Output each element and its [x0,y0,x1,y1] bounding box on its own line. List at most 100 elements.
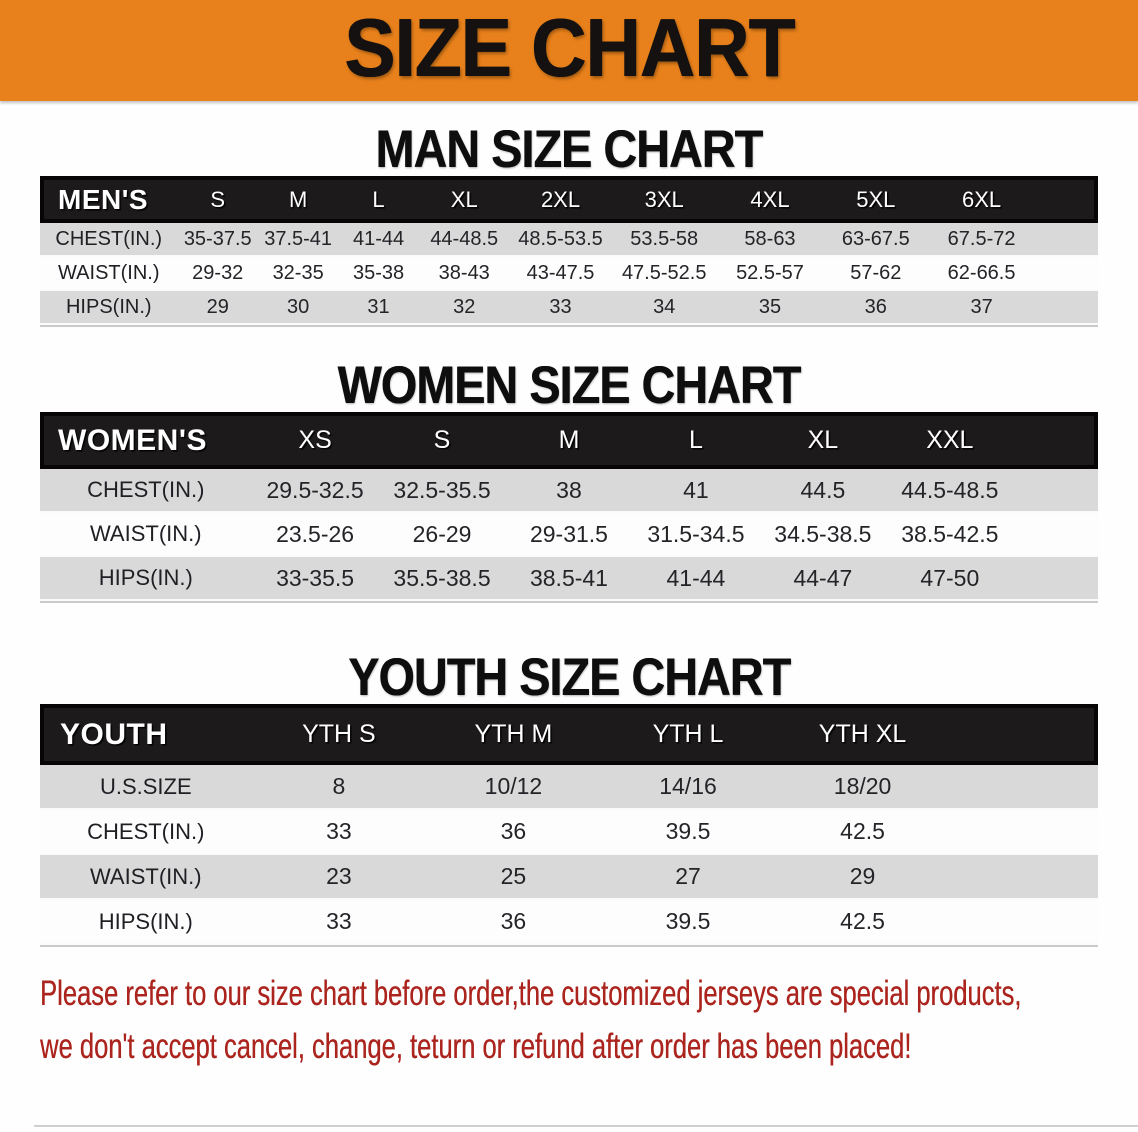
size-column-header: YTH L [600,704,776,765]
measurement-value-cell: 43-47.5 [509,257,612,291]
size-column-header: 5XL [822,176,929,223]
size-column-header: 6XL [928,176,1035,223]
size-column-header: XS [251,412,379,469]
row-spacer [949,900,1098,945]
size-column-header: M [257,176,339,223]
measurement-value-cell: 41-44 [338,223,419,257]
measurement-row-label: CHEST(IN.) [40,469,252,513]
measurement-value-cell: 38-43 [418,257,510,291]
measurement-value-cell: 33 [509,291,612,325]
measurement-row-label: U.S.SIZE [40,765,252,810]
measurement-value-cell: 14/16 [600,765,776,810]
measurement-row: CHEST(IN.) 35-37.5 37.5-41 41-44 44-48.5 48.5… [40,223,1098,257]
measurement-value-cell: 33 [251,900,427,945]
row-spacer [1013,557,1098,601]
measurement-value-cell: 29.5-32.5 [251,469,379,513]
measurement-value-cell: 36 [426,810,601,855]
header-spacer [1013,412,1098,469]
youth-section-heading: YOUTH SIZE CHART [0,651,1138,704]
measurement-row: U.S.SIZE 8 10/12 14/16 18/20 [40,765,1098,810]
row-spacer [1034,291,1098,325]
measurement-value-cell: 18/20 [775,765,950,810]
women-size-table: WOMEN'S XS S M L XL XXL CHEST(IN.) 29.5-32.5 32.5… [40,412,1098,603]
measurement-value-cell: 37 [928,291,1035,325]
size-chart-banner: SIZE CHART [0,0,1138,101]
measurement-value-cell: 29 [775,855,950,900]
measurement-row: HIPS(IN.) 33 36 39.5 42.5 [40,900,1098,945]
measurement-value-cell: 23.5-26 [251,513,379,557]
measurement-value-cell: 32-35 [257,257,339,291]
men-section-heading: MAN SIZE CHART [0,123,1138,176]
header-spacer [949,704,1098,765]
women-section-heading: WOMEN SIZE CHART [0,359,1138,412]
measurement-row-label: HIPS(IN.) [40,900,252,945]
measurement-row: HIPS(IN.) 29 30 31 32 33 34 35 36 37 [40,291,1098,325]
measurement-value-cell: 36 [822,291,929,325]
measurement-row-label: WAIST(IN.) [40,855,252,900]
size-column-header: M [505,412,633,469]
size-header-row: YOUTH YTH S YTH M YTH L YTH XL [40,704,1098,765]
measurement-value-cell: 53.5-58 [611,223,718,257]
measurement-value-cell: 44-47 [759,557,887,601]
measurement-value-cell: 30 [257,291,339,325]
measurement-value-cell: 38 [505,469,633,513]
size-column-header: YTH S [251,704,427,765]
order-disclaimer: Please refer to our size chart before or… [0,971,1138,1077]
measurement-value-cell: 41 [632,469,760,513]
measurement-value-cell: 26-29 [378,513,506,557]
measurement-value-cell: 36 [426,900,601,945]
table-corner-label: WOMEN'S [40,412,252,469]
men-section-heading-text: MAN SIZE CHART [375,120,764,179]
measurement-value-cell: 29 [177,291,258,325]
measurement-value-cell: 33 [251,810,427,855]
bottom-divider [34,1125,1138,1127]
measurement-value-cell: 27 [600,855,776,900]
measurement-row-label: WAIST(IN.) [40,513,252,557]
measurement-row-label: CHEST(IN.) [40,223,178,257]
table-corner-label: YOUTH [40,704,252,765]
disclaimer-line-2: we don't accept cancel, change, teturn o… [40,1024,1138,1077]
measurement-value-cell: 47-50 [886,557,1014,601]
measurement-value-cell: 32.5-35.5 [378,469,506,513]
measurement-row-label: HIPS(IN.) [40,291,178,325]
row-spacer [1034,223,1098,257]
measurement-value-cell: 29-31.5 [505,513,633,557]
measurement-value-cell: 67.5-72 [928,223,1035,257]
measurement-value-cell: 31 [338,291,419,325]
measurement-value-cell: 47.5-52.5 [611,257,718,291]
measurement-value-cell: 44-48.5 [418,223,510,257]
measurement-value-cell: 44.5-48.5 [886,469,1014,513]
disclaimer-line-2-text: we don't accept cancel, change, teturn o… [40,1027,912,1066]
measurement-value-cell: 29-32 [177,257,258,291]
header-spacer [1034,176,1098,223]
measurement-value-cell: 42.5 [775,900,950,945]
measurement-value-cell: 35-37.5 [177,223,258,257]
size-header-row: MEN'S S M L XL 2XL 3XL 4XL 5XL 6XL [40,176,1098,223]
measurement-value-cell: 42.5 [775,810,950,855]
measurement-row: CHEST(IN.) 29.5-32.5 32.5-35.5 38 41 44.5 44.5… [40,469,1098,513]
measurement-value-cell: 35.5-38.5 [378,557,506,601]
size-column-header: XL [418,176,510,223]
banner-title: SIZE CHART [343,1,795,94]
measurement-value-cell: 38.5-41 [505,557,633,601]
men-size-table: MEN'S S M L XL 2XL 3XL 4XL 5XL 6XL CHEST(IN.) 35-37… [40,176,1098,327]
measurement-value-cell: 38.5-42.5 [886,513,1014,557]
measurement-row: HIPS(IN.) 33-35.5 35.5-38.5 38.5-41 41-44 44-… [40,557,1098,601]
measurement-row-label: HIPS(IN.) [40,557,252,601]
measurement-value-cell: 62-66.5 [928,257,1035,291]
size-column-header: XL [759,412,887,469]
measurement-value-cell: 63-67.5 [822,223,929,257]
measurement-value-cell: 33-35.5 [251,557,379,601]
measurement-value-cell: 10/12 [426,765,601,810]
measurement-value-cell: 8 [251,765,427,810]
measurement-value-cell: 44.5 [759,469,887,513]
measurement-value-cell: 57-62 [822,257,929,291]
row-spacer [949,855,1098,900]
youth-section-heading-text: YOUTH SIZE CHART [348,648,791,707]
size-column-header: 3XL [611,176,718,223]
measurement-value-cell: 52.5-57 [717,257,823,291]
size-column-header: S [378,412,506,469]
size-column-header: YTH XL [775,704,950,765]
measurement-row: CHEST(IN.) 33 36 39.5 42.5 [40,810,1098,855]
size-column-header: XXL [886,412,1014,469]
